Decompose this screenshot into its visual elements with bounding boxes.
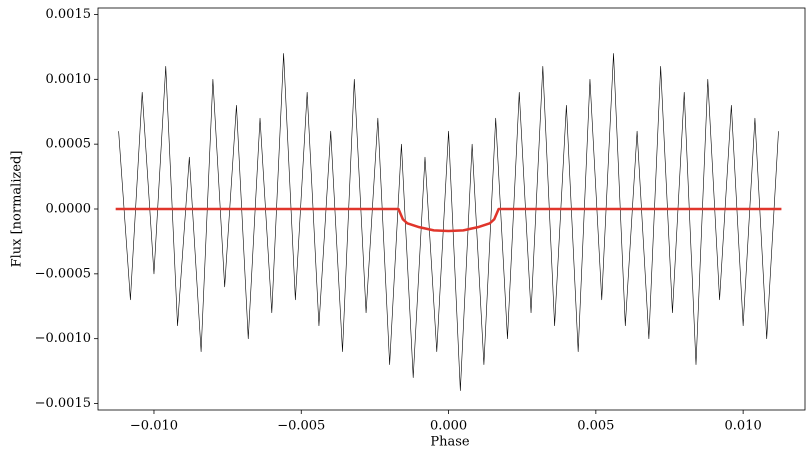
x-tick-label: 0.010 (725, 419, 762, 434)
y-tick-label: −0.0010 (35, 331, 91, 346)
y-tick-label: −0.0005 (35, 266, 91, 281)
x-tick-label: −0.010 (130, 419, 178, 434)
x-tick-label: 0.005 (577, 419, 614, 434)
plot-frame (97, 7, 806, 411)
series-line (118, 53, 779, 391)
series-line (115, 207, 782, 233)
x-tick-label: 0.000 (430, 419, 467, 434)
x-axis-label: Phase (430, 435, 470, 450)
y-tick-label: 0.0000 (46, 202, 92, 217)
x-tick-label: −0.005 (277, 419, 325, 434)
y-tick-label: 0.0015 (46, 7, 92, 22)
y-tick-label: −0.0015 (35, 396, 91, 411)
y-tick-label: 0.0005 (46, 137, 92, 152)
y-tick-label: 0.0010 (46, 72, 92, 87)
y-axis-label: Flux [normalized] (10, 151, 25, 268)
